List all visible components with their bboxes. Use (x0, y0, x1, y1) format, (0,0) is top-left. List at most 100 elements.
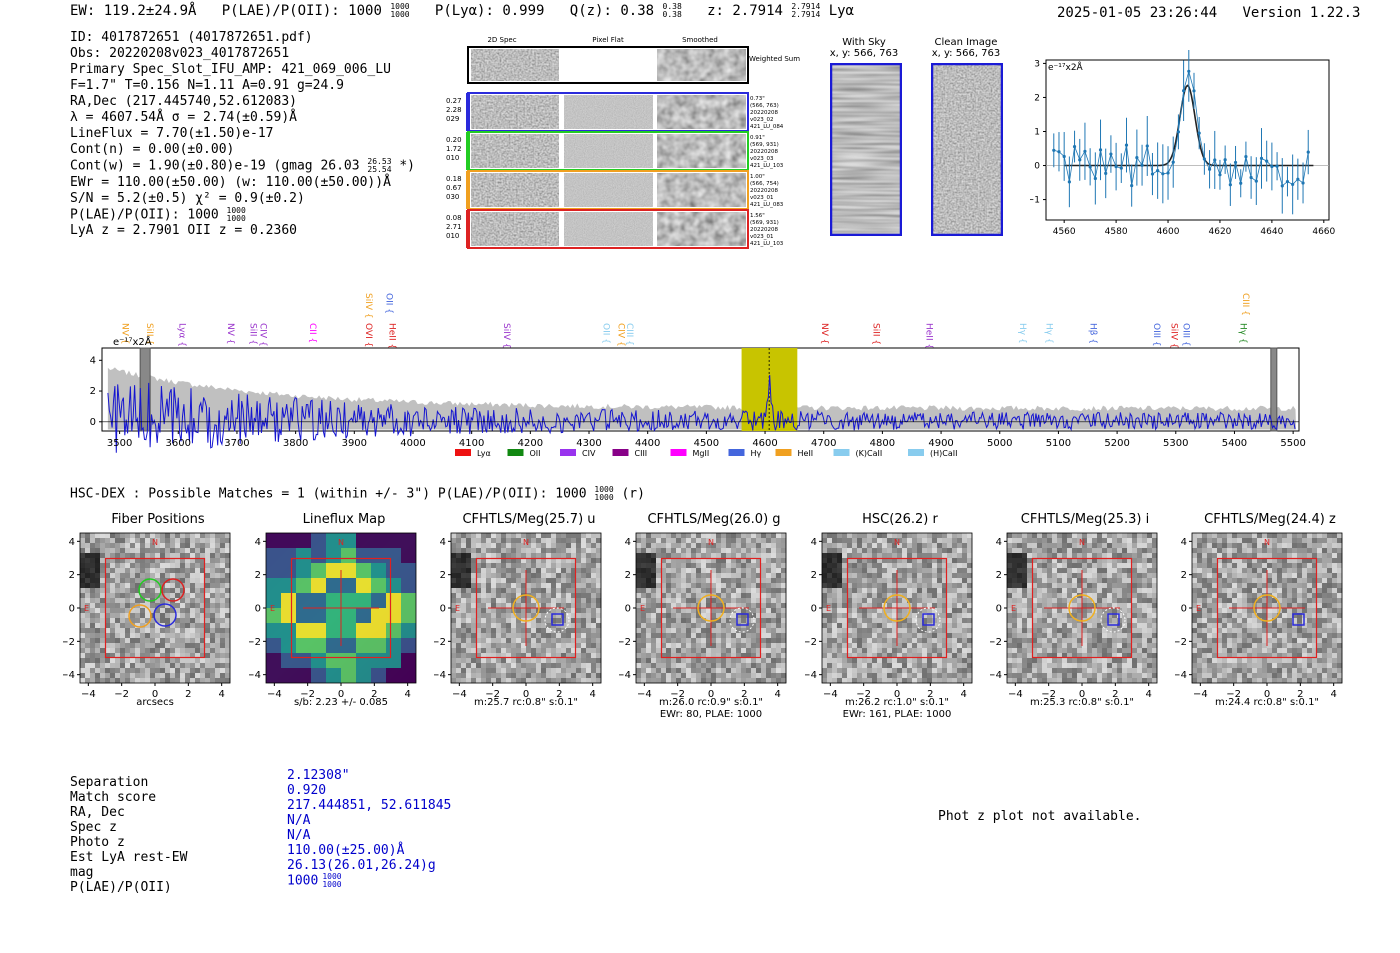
spec-row-left-label: 0.08 (446, 214, 462, 222)
legend-swatch (560, 449, 576, 456)
cutout-ytick: 2 (625, 570, 631, 581)
full-spec-xtick: 5500 (1280, 438, 1305, 449)
full-spec-xtick: 4600 (752, 438, 777, 449)
spec2d-col-title: Smoothed (682, 36, 718, 44)
spec-row-left-label: 2.28 (446, 106, 462, 114)
cutout-ytick: 0 (440, 604, 446, 615)
cutout-ytick: −4 (63, 670, 75, 681)
emission-line-label: OIII { (1180, 323, 1190, 347)
cutout-title: CFHTLS/Meg(25.3) i (1020, 512, 1150, 527)
cutout-xtick: −2 (300, 689, 315, 700)
svg-text:SiII {: SiII { (871, 323, 881, 345)
emission-line-label: Hγ { (1237, 323, 1247, 344)
cutout-image: N E 4 2 0 −2 −4 −4 −2 0 2 4 (63, 532, 231, 700)
cutout-ytick: −4 (1175, 670, 1187, 681)
emission-line-label: OVI { (363, 323, 373, 347)
compass-n: N (338, 538, 344, 547)
legend-swatch (507, 449, 524, 456)
cutout-ytick: 4 (996, 537, 1002, 548)
svg-text:SiIV {: SiIV { (363, 293, 373, 319)
cutout-ytick: −2 (619, 637, 631, 648)
emission-line-label: Hβ { (1088, 323, 1098, 344)
cutout-ytick: 2 (996, 570, 1002, 581)
cutout-xtick: 4 (1330, 689, 1336, 700)
zoom-point (1052, 148, 1056, 152)
aperture-circle (697, 594, 725, 622)
full-spec-xtick: 4500 (694, 438, 719, 449)
compass-n: N (708, 538, 714, 547)
full-spec-xtick: 4700 (811, 438, 836, 449)
legend-label: Lyα (477, 449, 491, 458)
header-z-line: Lyα (828, 3, 854, 19)
full-spec-ytick: 2 (90, 386, 96, 397)
svg-text:Hγ {: Hγ { (1044, 323, 1054, 344)
masked-region (1270, 347, 1278, 432)
zoom-ytick: 0 (1034, 162, 1040, 172)
catalog-match-box (736, 613, 749, 626)
match-table-values: 2.12308" 0.920 217.444851, 52.611845 N/A N/A… (287, 768, 451, 889)
match-table-value: 1000 1000 1000 (287, 872, 342, 889)
cutout-xtick: 0 (152, 689, 158, 700)
spec-row-right-label: v023_01 (750, 234, 774, 240)
full-spec-xtick: 5300 (1163, 438, 1188, 449)
full-spec-xtick: 3900 (342, 438, 367, 449)
emission-line-label: HeII { (386, 323, 396, 349)
cutout-xtick: −4 (1008, 689, 1023, 700)
emission-line-label: OIII { (1151, 323, 1161, 347)
cutout-ytick: 0 (69, 604, 75, 615)
cutout-ytick: −4 (805, 670, 817, 681)
match-table-key: Match score (70, 790, 157, 805)
spec-row-right-label: 0.91" (750, 135, 765, 141)
full-spec-ytick: 4 (90, 355, 96, 366)
cutout-title: CFHTLS/Meg(24.4) z (1204, 512, 1336, 527)
zoom-plot-frame (1045, 59, 1330, 221)
match-aperture (1100, 607, 1126, 633)
cutout-xtick: 4 (774, 689, 780, 700)
legend-label: CIV (582, 449, 596, 458)
spec-row-right-label: 1.56" (750, 213, 765, 219)
header-z: z: 2.7914 (707, 3, 783, 19)
compass-n: N (523, 538, 529, 547)
cutout-xtick: 0 (338, 689, 344, 700)
emission-line-label: HeII { (923, 323, 933, 349)
spec-row-right-label: 1.00" (750, 174, 765, 180)
catalog-match-box (922, 613, 935, 626)
cutout-ytick: 2 (440, 570, 446, 581)
cutout-title: CFHTLS/Meg(25.7) u (462, 512, 596, 527)
spec-row-colorbar (466, 132, 470, 170)
cutout-xtick: 0 (894, 689, 900, 700)
spec-row-right-label: 20220208 (750, 188, 778, 194)
svg-text:NV {: NV { (119, 323, 129, 344)
full-spec-xtick: 4000 (400, 438, 425, 449)
cutout-caption: m:26.0 rc:0.9" s:0.1" EWr: 80, PLAE: 1000 (658, 697, 764, 720)
cutout-xtick: 2 (556, 689, 562, 700)
cutout-image: N E 4 2 0 −2 −4 −4 −2 0 2 4 (1175, 532, 1343, 700)
emission-line-label: SiIV { (363, 293, 373, 319)
match-table-key: Spec z (70, 820, 117, 835)
compass-e: E (1011, 604, 1016, 613)
cutout-xtick: −2 (856, 689, 871, 700)
photz-message: Phot z plot not available. (938, 809, 1142, 824)
cutout-panel: CFHTLS/Meg(24.4) z (1180, 512, 1360, 527)
spec-row-left-label: 010 (446, 232, 459, 240)
fiber-circle (153, 603, 177, 627)
cutout-xtick: −4 (823, 689, 838, 700)
full-spec-flux-line (107, 374, 1296, 453)
match-table-key: Est LyA rest-EW (70, 850, 188, 865)
svg-text:HeII {: HeII { (386, 323, 396, 349)
spec-row-colorbar (466, 171, 470, 209)
spec-row-right-label: (566, 763) (750, 103, 779, 109)
emission-line-label: Lyα { (176, 323, 186, 347)
cutout-ytick: 4 (811, 537, 817, 548)
cutout-ytick: 4 (69, 537, 75, 548)
spec-row-left-label: 1.72 (446, 145, 462, 153)
compass-e: E (640, 604, 645, 613)
clean-image-title: Clean Image x, y: 566, 763 (931, 37, 1001, 59)
legend-swatch (775, 449, 792, 456)
search-box (660, 557, 762, 659)
cutout-xtick: 0 (523, 689, 529, 700)
emission-line-label: OII { (384, 293, 394, 314)
spec-row-2d (471, 134, 559, 168)
svg-text:SiII {: SiII { (144, 323, 154, 345)
cutout-xtick: −2 (114, 689, 129, 700)
